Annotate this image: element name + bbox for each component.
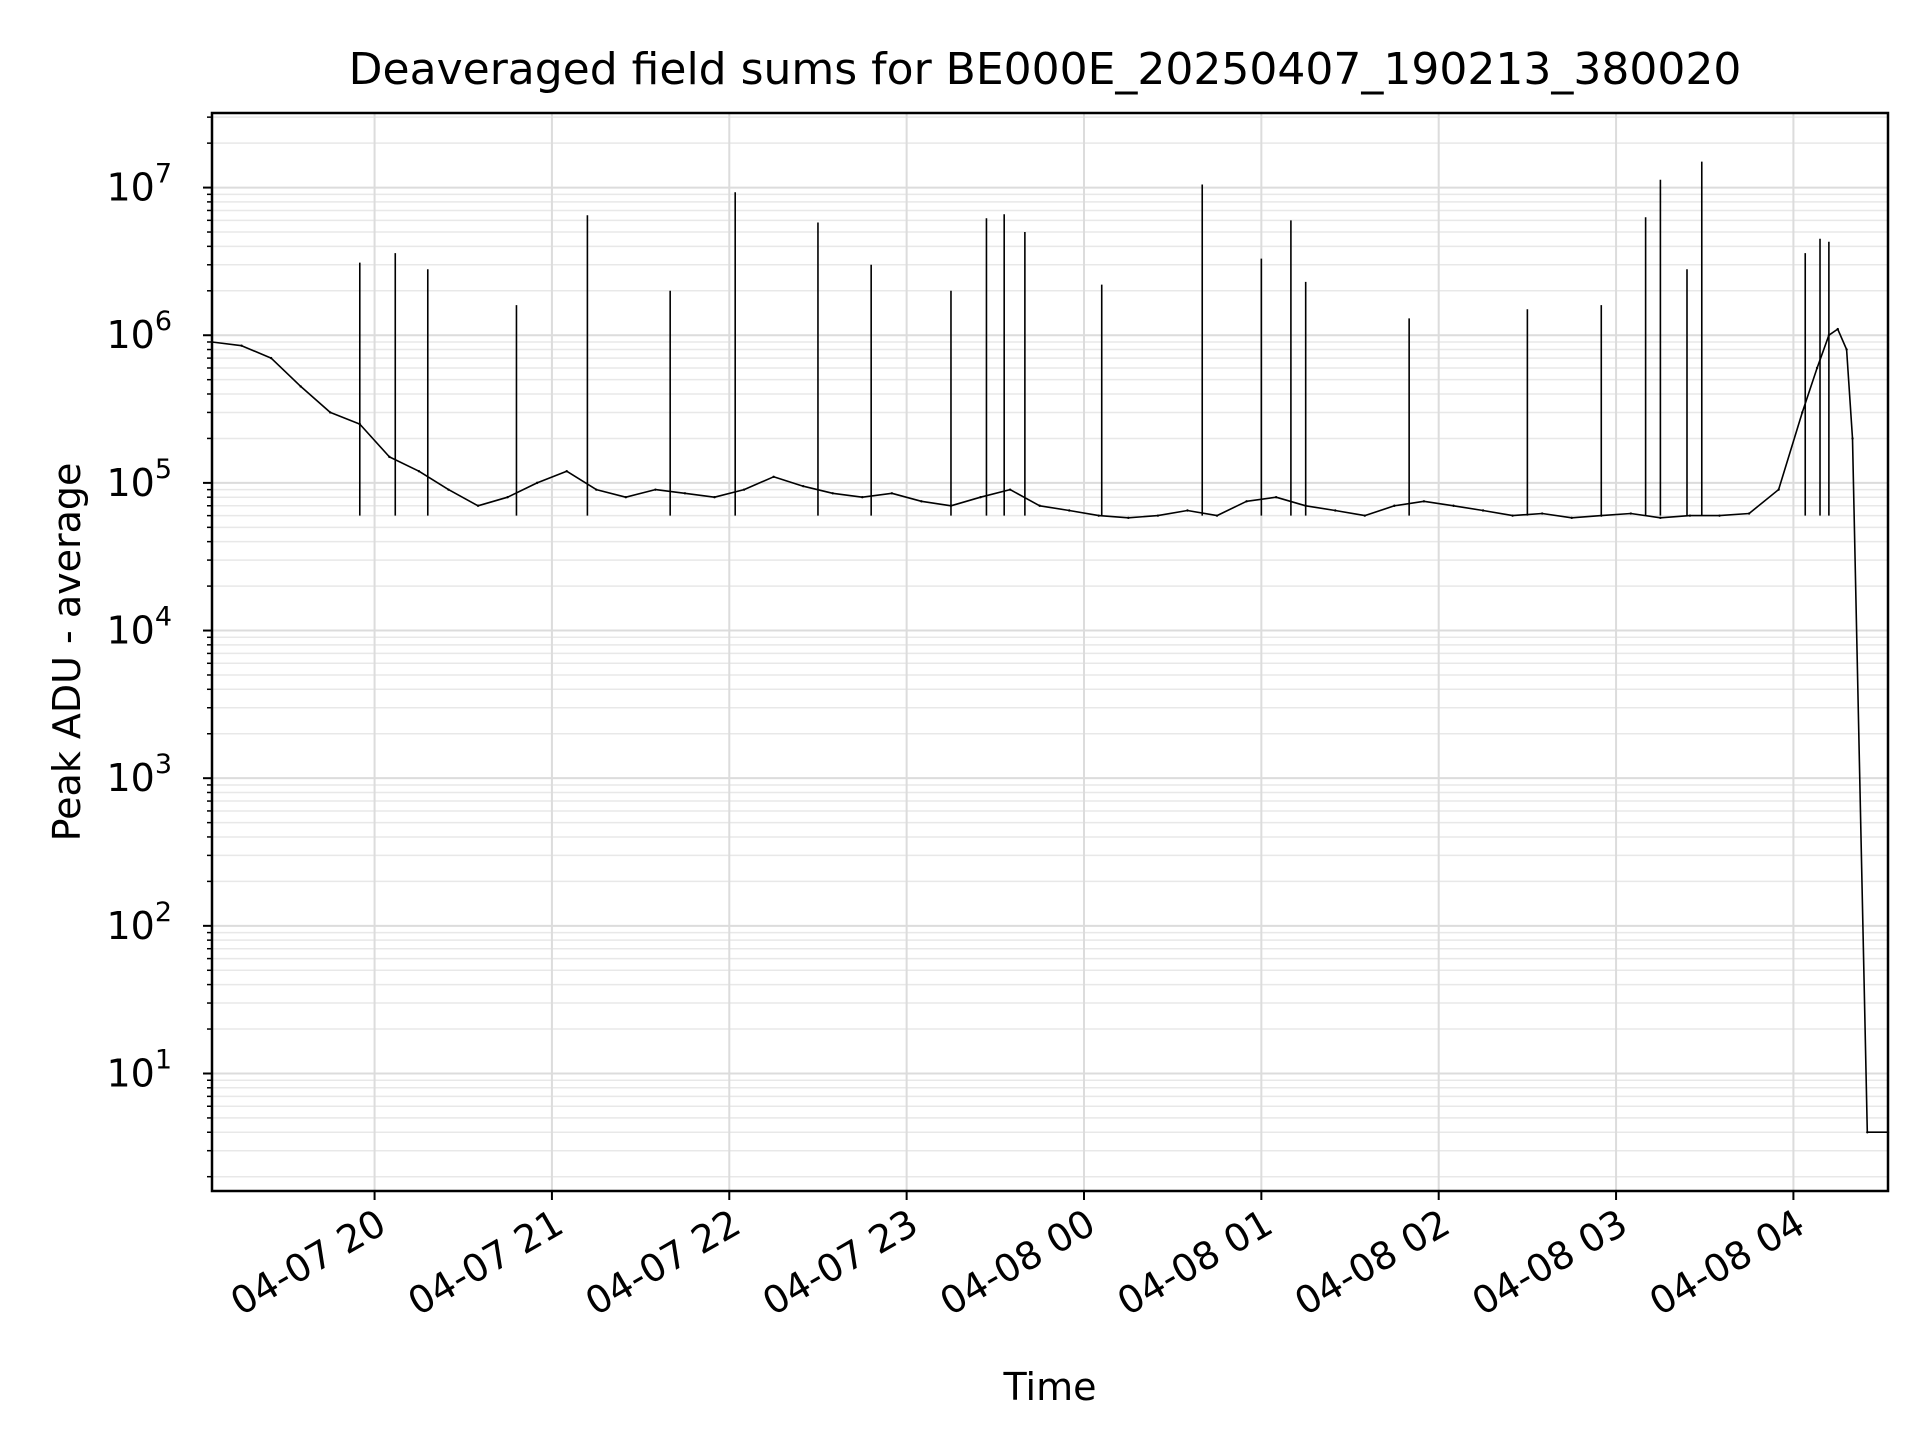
data-point — [1038, 504, 1041, 507]
y-tick-label: 106 — [106, 306, 172, 357]
data-point — [1452, 504, 1455, 507]
data-point — [979, 495, 982, 499]
grid — [212, 113, 1888, 1191]
y-tick-label: 107 — [106, 159, 172, 210]
y-tick-label: 101 — [106, 1044, 172, 1095]
data-point — [476, 504, 480, 507]
data-point — [1156, 514, 1160, 517]
data-point — [1274, 495, 1278, 499]
data-point — [890, 492, 894, 495]
y-tick-label: 103 — [106, 749, 172, 800]
data-point — [1777, 488, 1780, 491]
data-point — [1659, 516, 1662, 520]
y-tick-label-base: 10 — [106, 166, 154, 210]
data-point — [1836, 327, 1839, 331]
data-point — [269, 356, 273, 360]
data-point — [1363, 514, 1367, 517]
data-point — [654, 488, 657, 491]
y-tick-label-exponent: 2 — [155, 897, 172, 928]
data-point — [1186, 509, 1189, 512]
plot-frame — [210, 111, 1890, 1193]
data-point — [1511, 514, 1514, 517]
data-point — [624, 495, 628, 499]
data-point — [535, 481, 539, 485]
data-point — [683, 492, 687, 495]
data-point — [831, 492, 834, 495]
y-tick-label-base: 10 — [106, 609, 154, 653]
y-tick-label-exponent: 7 — [155, 159, 172, 190]
y-tick-label-base: 10 — [106, 313, 154, 357]
data-point — [1845, 348, 1848, 351]
data-point — [1334, 509, 1337, 512]
data-point — [1540, 512, 1544, 515]
data-point — [447, 488, 450, 491]
y-tick-label: 105 — [106, 454, 172, 505]
data-point — [1629, 512, 1633, 515]
data-point — [506, 495, 509, 499]
data-point — [1245, 500, 1248, 503]
data-point — [417, 469, 421, 473]
data-point — [240, 344, 243, 347]
data-point — [1481, 509, 1485, 512]
data-point — [1801, 411, 1804, 414]
data-point — [1718, 514, 1721, 517]
data-point — [920, 500, 923, 503]
data-point — [1851, 437, 1854, 440]
data-point — [1215, 514, 1219, 517]
data-point — [801, 484, 805, 488]
data-point — [388, 455, 391, 459]
y-tick-label-exponent: 3 — [155, 749, 172, 780]
data-point — [1570, 516, 1573, 520]
y-tick-label: 102 — [106, 897, 172, 948]
data-point — [1008, 488, 1012, 491]
y-tick-label-base: 10 — [106, 1051, 154, 1095]
y-tick-label-base: 10 — [106, 461, 154, 505]
chart-title: Deaveraged field sums for BE000E_2025040… — [349, 44, 1742, 95]
y-tick-label: 104 — [106, 602, 172, 653]
y-tick-label-base: 10 — [106, 904, 154, 948]
y-axis-label: Peak ADU - average — [45, 463, 89, 842]
data-point — [1097, 514, 1100, 517]
y-tick-label-base: 10 — [106, 756, 154, 800]
data-point — [329, 411, 332, 414]
data-point — [742, 488, 746, 491]
data-point — [565, 469, 568, 473]
series-line — [211, 328, 1888, 1133]
y-tick-label-exponent: 6 — [155, 306, 172, 337]
data-point — [772, 475, 775, 478]
data-point — [1422, 500, 1426, 503]
data-point — [1068, 509, 1071, 512]
y-tick-label-exponent: 4 — [155, 602, 172, 633]
data-point — [1127, 516, 1130, 520]
data-point — [1747, 512, 1751, 515]
data-point — [1866, 1131, 1869, 1134]
data-point — [595, 488, 598, 491]
data-point — [713, 495, 716, 499]
y-tick-label-exponent: 5 — [155, 454, 172, 485]
data-point — [861, 495, 864, 499]
data-point — [1688, 514, 1692, 517]
data-point — [1393, 504, 1396, 507]
y-tick-label-exponent: 1 — [155, 1044, 172, 1075]
data-point — [1815, 366, 1819, 370]
data-point — [299, 385, 302, 388]
x-axis-label: Time — [1003, 1365, 1097, 1409]
